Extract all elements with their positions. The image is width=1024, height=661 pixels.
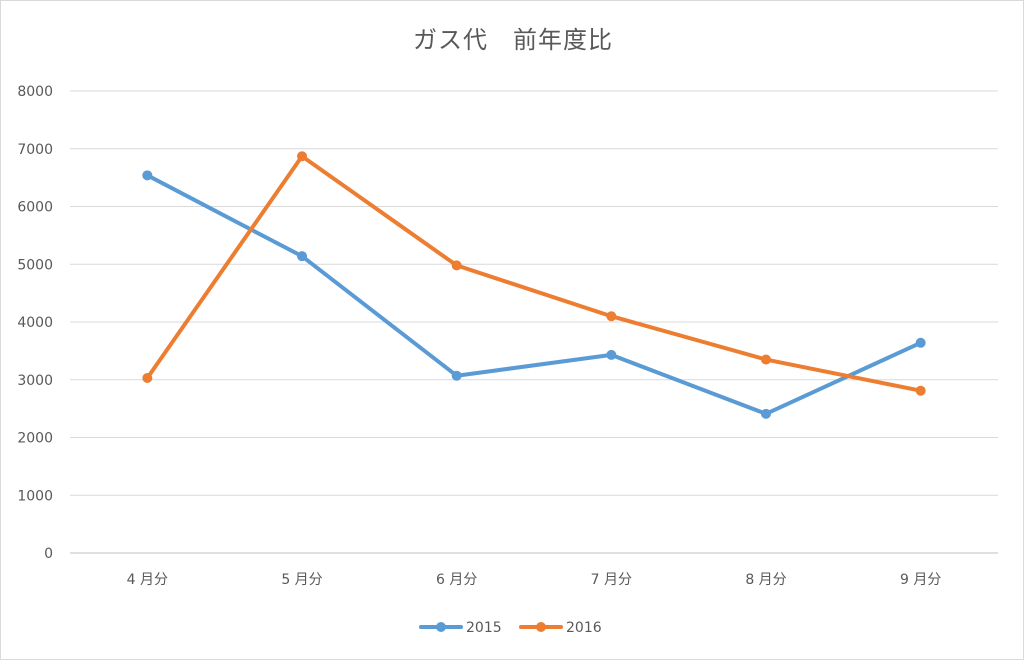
y-tick-label: 7000 [17, 142, 53, 158]
legend-marker [436, 622, 446, 632]
data-point [915, 337, 926, 348]
data-point [142, 373, 153, 384]
y-tick-label: 6000 [17, 200, 53, 216]
chart-title: ガス代 前年度比 [413, 26, 613, 54]
series-2015 [142, 170, 926, 419]
data-point [761, 354, 771, 365]
y-tick-label: 2000 [17, 431, 53, 447]
legend-label: 2016 [566, 620, 602, 636]
x-tick-label: 6 月分 [436, 572, 477, 588]
data-point [142, 170, 153, 181]
x-tick-label: 7 月分 [591, 572, 632, 588]
legend-label: 2015 [466, 620, 502, 636]
legend-marker [536, 622, 546, 632]
legend-item: 2016 [519, 620, 602, 636]
y-tick-label: 5000 [17, 257, 53, 273]
data-point [297, 151, 307, 162]
data-point [451, 260, 462, 271]
legend-item: 2015 [419, 620, 502, 636]
x-tick-label: 9 月分 [900, 572, 941, 588]
series-2016 [142, 151, 926, 396]
data-point [606, 349, 617, 360]
series-lines [142, 151, 926, 419]
x-tick-label: 4 月分 [127, 572, 168, 588]
x-axis-ticks: 4 月分 5 月分 6 月分 7 月分 8 月分 9 月分 [127, 572, 942, 588]
x-tick-label: 5 月分 [281, 572, 322, 588]
y-tick-label: 4000 [17, 315, 53, 331]
y-tick-label: 3000 [17, 373, 53, 389]
gridlines [70, 90, 998, 554]
x-tick-label: 8 月分 [745, 572, 786, 588]
series-line [145, 173, 923, 416]
data-point [915, 385, 926, 396]
y-axis-ticks: 0 1000 2000 3000 4000 5000 6000 7000 8000 [17, 84, 53, 562]
data-point [297, 251, 307, 262]
data-point [451, 370, 462, 381]
data-point [761, 408, 771, 419]
y-tick-label: 8000 [17, 84, 53, 100]
y-tick-label: 0 [44, 546, 53, 562]
series-line [145, 154, 923, 393]
legend: 2015 2016 [419, 620, 602, 636]
y-tick-label: 1000 [17, 488, 53, 504]
data-point [606, 311, 617, 322]
